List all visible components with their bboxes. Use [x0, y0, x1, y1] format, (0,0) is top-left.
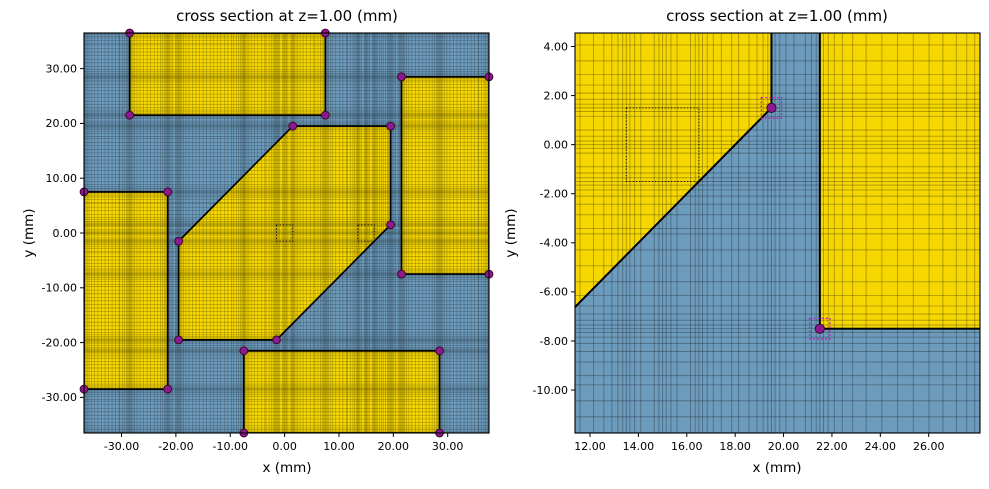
y-tick-label: -20.00 — [42, 336, 77, 349]
tick-labels-left: -30.00 -20.00 -10.00 0.00 10.00 20.00 30.00 30.… — [42, 62, 464, 453]
y-tick-label: 2.00 — [544, 89, 569, 102]
x-tick-label: 16.00 — [671, 440, 703, 453]
metal-rect_left-outline — [84, 191, 169, 391]
vertex-dot — [163, 187, 173, 197]
port-box — [625, 107, 700, 182]
y-tick-label: 20.00 — [46, 117, 78, 130]
vertex-dot — [174, 335, 183, 345]
vertex-dot — [397, 72, 406, 82]
x-tick-label: 14.00 — [623, 440, 655, 453]
y-tick-label: -4.00 — [540, 237, 568, 250]
metal-hexagon — [575, 33, 772, 308]
metal-rect_right — [401, 76, 489, 275]
y-axis-label-right: y (mm) — [503, 208, 519, 258]
y-axis-label-left: y (mm) — [21, 208, 37, 258]
x-tick-label: 26.00 — [913, 440, 945, 453]
vertex-dot — [386, 220, 396, 230]
x-tick-label: -20.00 — [158, 440, 193, 453]
vertex-dot — [174, 236, 183, 246]
axes-frame-right — [574, 32, 981, 434]
y-tick-label: -10.00 — [533, 384, 568, 397]
vertex-dot — [239, 346, 249, 356]
y-tick-label: 4.00 — [544, 40, 569, 53]
vertex-dot — [814, 323, 825, 334]
plot-title-left: cross section at z=1.00 (mm) — [176, 7, 398, 25]
x-axis-label-left: x (mm) — [262, 460, 312, 476]
vertex-dot — [163, 384, 173, 394]
y-tick-label: -8.00 — [540, 335, 568, 348]
x-tick-label: 22.00 — [816, 440, 848, 453]
metal-rect_top-outline — [128, 33, 327, 117]
vertex-dot — [320, 110, 330, 120]
y-tick-label: 0.00 — [53, 227, 78, 240]
x-tick-label: 0.00 — [272, 440, 297, 453]
x-tick-label: 20.00 — [768, 440, 800, 453]
tick-marks-left — [80, 68, 449, 437]
vertex-dot — [435, 346, 444, 356]
x-tick-label: 10.00 — [323, 440, 355, 453]
plot-title-right: cross section at z=1.00 (mm) — [666, 7, 888, 25]
y-tick-label: 0.00 — [544, 138, 569, 151]
metal-rect_bottom — [243, 350, 440, 433]
x-tick-label: -10.00 — [213, 440, 248, 453]
vertex-dot — [766, 102, 777, 113]
metal-rect_bottom-outline — [242, 349, 441, 433]
y-tick-label: 30.00 — [46, 62, 78, 75]
vertex-dots — [766, 102, 825, 334]
metal-rect_left — [84, 191, 168, 390]
tick-labels-right: 12.00 14.00 16.00 18.00 20.00 22.00 24.00 26.00… — [533, 40, 945, 453]
x-tick-label: 18.00 — [719, 440, 751, 453]
x-axis-label-right: x (mm) — [752, 460, 802, 476]
x-tick-label: 12.00 — [574, 440, 606, 453]
metal-hexagon — [178, 126, 391, 340]
plot-area-left — [84, 33, 489, 433]
y-tick-label: -10.00 — [42, 282, 77, 295]
vertex-dot — [288, 121, 298, 131]
x-tick-label: 20.00 — [378, 440, 410, 453]
x-tick-label: 24.00 — [865, 440, 897, 453]
vertex-dot — [272, 335, 281, 345]
vertex-dot — [125, 110, 135, 120]
metal-rect_right — [819, 33, 980, 329]
vertex-dot — [386, 121, 396, 131]
x-tick-label: -30.00 — [104, 440, 139, 453]
y-tick-label: -30.00 — [42, 391, 77, 404]
vertex-dot — [397, 269, 406, 279]
metal-rect_top — [129, 33, 326, 116]
y-tick-label: -6.00 — [540, 286, 568, 299]
y-tick-label: 10.00 — [46, 172, 78, 185]
y-tick-label: -2.00 — [540, 188, 568, 201]
mesh-lines — [575, 33, 980, 433]
tick-marks-right — [571, 45, 930, 437]
x-tick-label: 30.00 — [432, 440, 464, 453]
